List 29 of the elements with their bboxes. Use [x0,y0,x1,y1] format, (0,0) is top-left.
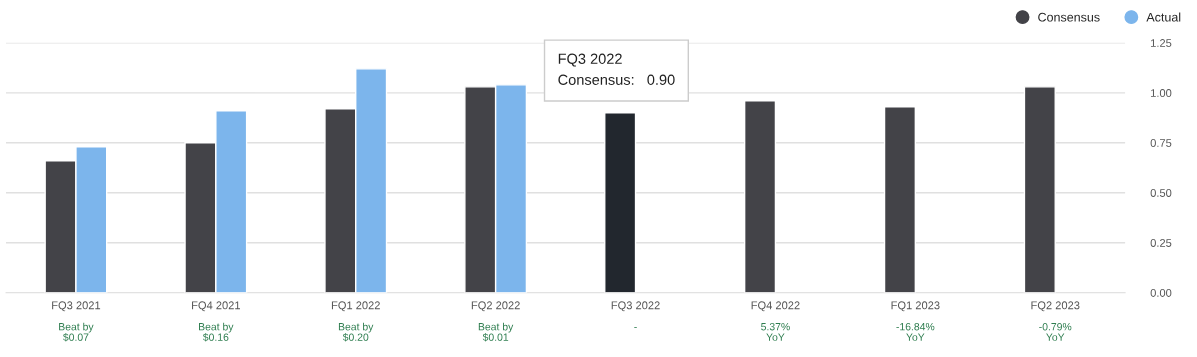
x-tick-label: FQ1 2022 [331,301,380,312]
text: -0.79% YoY [1039,323,1072,341]
legend-label: Actual [1146,12,1181,22]
bar [743,100,777,293]
legend-label: Consensus [1038,12,1100,22]
x-tick-label: FQ1 2023 [891,301,940,312]
text: -16.84% YoY [896,323,935,341]
annotation: FQ3 2022 Consensus: 0.90 [558,53,675,85]
text: 5.37% YoY [761,323,790,341]
y-tick-label: 1.25 [1151,39,1172,47]
text: Beat by $0.07 [59,322,94,342]
x-tick-label: FQ4 2021 [192,301,240,312]
y-tick-label: 0.00 [1150,289,1172,297]
y-tick-label: 0.75 [1150,139,1172,147]
bar [1023,86,1056,293]
text: Beat by $0.16 [199,322,234,342]
y-tick-label: 0.25 [1150,239,1172,247]
x-tick-label: FQ4 2022 [751,301,800,312]
text: Beat by $0.01 [478,322,514,342]
y-tick-label: 1.00 [1151,89,1172,97]
x-tick-label: FQ3 2022 [611,301,660,312]
bar [883,106,917,293]
x-tick-label: FQ2 2022 [471,301,520,312]
x-tick-label: FQ3 2021 [52,301,101,312]
y-tick-label: 0.50 [1150,189,1172,197]
bar [604,112,637,293]
x-tick-label: FQ2 2023 [1031,301,1080,312]
text: - [634,327,637,328]
text: Beat by $0.20 [338,322,374,342]
